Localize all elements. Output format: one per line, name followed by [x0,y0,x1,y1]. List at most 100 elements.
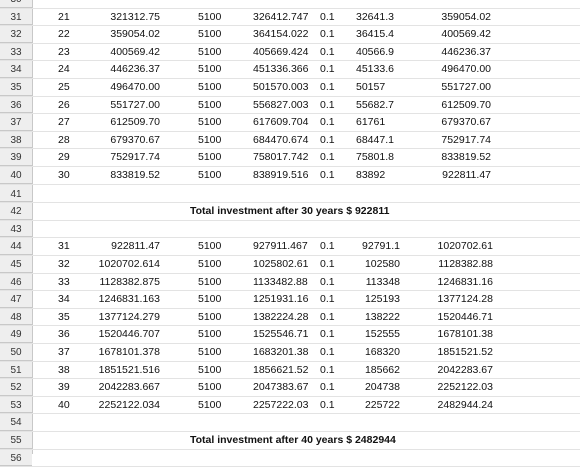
contribution-cell[interactable]: 5100 [198,363,222,376]
year-cell[interactable]: 26 [58,98,70,111]
row-number[interactable]: 45 [0,256,32,273]
rate-cell[interactable]: 0.1 [320,381,335,394]
interest-cell[interactable]: 225722 [364,398,400,411]
year-cell[interactable]: 27 [58,116,70,129]
year-cell[interactable]: 40 [58,398,70,411]
year-cell[interactable]: 21 [58,10,70,23]
total-30-years-cell[interactable]: Total investment after 30 years $ 922811 [190,205,390,218]
end-balance-cell[interactable]: 551727.00 [441,81,491,93]
table-row[interactable]: 48 35 1377124.279 5100 1382224.28 0.1 138222 15… [0,308,580,327]
start-balance-cell[interactable]: 1128382.875 [99,275,160,288]
start-balance-cell[interactable]: 496470.00 [110,81,160,93]
table-row[interactable]: 53 40 2252122.034 5100 2257222.03 0.1 225722 24… [0,396,580,415]
row-number[interactable]: 44 [0,238,32,255]
rate-cell[interactable]: 0.1 [320,363,335,376]
start-balance-cell[interactable]: 359054.02 [110,28,160,41]
rate-cell[interactable]: 0.1 [320,81,335,93]
start-balance-cell[interactable]: 1520446.707 [98,328,160,341]
table-row[interactable]: 35 25 496470.00 5100 501570.003 0.1 50157 55172… [0,79,580,97]
rate-cell[interactable]: 0.1 [320,328,335,341]
table-row[interactable]: 49 36 1520446.707 5100 1525546.71 0.1 152555 16… [0,326,580,344]
table-row[interactable]: 37 27 612509.70 5100 617609.704 0.1 61761 67937… [0,114,580,132]
table-row[interactable]: 44 31 922811.47 5100 927911.467 0.1 92791.1 102… [0,238,580,256]
end-balance-cell[interactable]: 752917.74 [441,133,491,146]
subtotal-cell[interactable]: 405669.424 [253,45,309,58]
rate-cell[interactable]: 0.1 [320,116,335,129]
subtotal-cell[interactable]: 1683201.38 [253,346,309,358]
contribution-cell[interactable]: 5100 [198,10,222,23]
rate-cell[interactable]: 0.1 [320,98,335,111]
end-balance-cell[interactable]: 2042283.67 [437,363,493,376]
table-row[interactable]: 52 39 2042283.667 5100 2047383.67 0.1 204738 22… [0,379,580,397]
row-number[interactable]: 43 [0,220,32,238]
row-number[interactable]: 49 [0,326,32,343]
rate-cell[interactable]: 0.1 [320,240,335,253]
row-number[interactable]: 40 [0,167,32,184]
contribution-cell[interactable]: 5100 [198,151,222,164]
year-cell[interactable]: 39 [58,381,70,394]
row-number[interactable]: 39 [0,149,32,166]
rate-cell[interactable]: 0.1 [320,169,335,181]
contribution-cell[interactable]: 5100 [198,381,222,394]
table-row[interactable]: 39 29 752917.74 5100 758017.742 0.1 75801.8 833… [0,149,580,167]
interest-cell[interactable]: 50157 [356,81,386,93]
end-balance-cell[interactable]: 679370.67 [441,116,491,129]
interest-cell[interactable]: 32641.3 [356,10,394,23]
row-number[interactable]: 47 [0,291,32,308]
start-balance-cell[interactable]: 1851521.516 [98,363,160,376]
year-cell[interactable]: 23 [58,45,70,58]
table-row[interactable]: 46 33 1128382.875 5100 1133482.88 0.1 113348 12… [0,273,580,292]
year-cell[interactable]: 31 [58,240,70,253]
row-number[interactable]: 35 [0,79,32,96]
subtotal-cell[interactable]: 501570.003 [253,81,309,93]
subtotal-cell[interactable]: 1856621.52 [253,363,309,376]
rate-cell[interactable]: 0.1 [320,10,335,23]
table-row[interactable]: 50 37 1678101.378 5100 1683201.38 0.1 168320 18… [0,344,580,362]
row-number[interactable]: 42 [0,203,32,220]
subtotal-cell[interactable]: 556827.003 [253,98,309,111]
start-balance-cell[interactable]: 612509.70 [110,116,160,129]
interest-cell[interactable]: 204738 [364,381,400,394]
table-row[interactable]: 45 32 1020702.614 5100 1025802.61 0.1 102580 11… [0,256,580,274]
end-balance-cell[interactable]: 1678101.38 [437,328,493,341]
start-balance-cell[interactable]: 1678101.378 [98,346,160,358]
row-number[interactable]: 37 [0,114,32,131]
start-balance-cell[interactable]: 446236.37 [110,63,160,76]
rate-cell[interactable]: 0.1 [320,398,335,411]
subtotal-cell[interactable]: 927911.467 [253,240,308,253]
start-balance-cell[interactable]: 551727.00 [110,98,160,111]
interest-cell[interactable]: 40566.9 [356,45,394,58]
row-number[interactable]: 31 [0,8,32,26]
sheet-row[interactable]: 54 [0,414,580,432]
end-balance-cell[interactable]: 612509.70 [441,98,491,111]
sheet-row[interactable]: 56 [0,449,580,467]
year-cell[interactable]: 30 [58,169,70,181]
year-cell[interactable]: 33 [58,275,70,288]
row-number[interactable]: 34 [0,61,32,78]
interest-cell[interactable]: 83892 [356,169,386,181]
end-balance-cell[interactable]: 1020702.61 [437,240,493,253]
subtotal-cell[interactable]: 2257222.03 [253,398,309,411]
subtotal-cell[interactable]: 451336.366 [253,63,309,76]
interest-cell[interactable]: 55682.7 [356,98,394,111]
year-cell[interactable]: 36 [58,328,70,341]
start-balance-cell[interactable]: 679370.67 [110,133,160,146]
contribution-cell[interactable]: 5100 [198,98,222,111]
table-row[interactable]: 34 24 446236.37 5100 451336.366 0.1 45133.6 496… [0,61,580,79]
row-number[interactable]: 52 [0,379,32,396]
subtotal-cell[interactable]: 326412.747 [253,10,309,23]
row-number[interactable]: 55 [0,432,32,449]
end-balance-cell[interactable]: 922811.47 [442,169,491,181]
year-cell[interactable]: 34 [58,293,70,306]
sheet-row[interactable]: 41 [0,185,580,204]
interest-cell[interactable]: 75801.8 [356,151,394,164]
rate-cell[interactable]: 0.1 [320,293,335,306]
interest-cell[interactable]: 102580 [364,258,400,270]
interest-cell[interactable]: 68447.1 [356,133,394,146]
subtotal-cell[interactable]: 1133482.88 [253,275,308,288]
interest-cell[interactable]: 138222 [364,310,400,323]
row-number[interactable]: 38 [0,131,32,149]
year-cell[interactable]: 24 [58,63,70,76]
row-number[interactable]: 54 [0,414,32,431]
contribution-cell[interactable]: 5100 [198,28,222,41]
